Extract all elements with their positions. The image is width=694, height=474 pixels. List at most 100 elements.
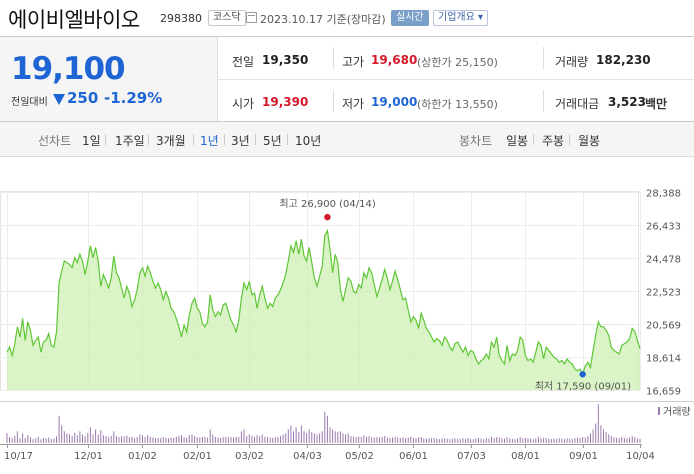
volume-bar [465, 438, 466, 443]
volume-bar [300, 425, 302, 443]
divider [287, 134, 288, 145]
volume-bar [53, 438, 55, 443]
candle-chart-label: 봉차트 [459, 134, 493, 148]
tab-5year[interactable]: 5년 [263, 134, 282, 148]
volume-bar [14, 436, 16, 443]
volume-bar [595, 423, 597, 443]
price-panel: 19,100 전일대비 250 -1.29% 전일 19,350 고가 19,6… [0, 36, 694, 122]
volume-bar [191, 434, 193, 443]
down-triangle-icon [53, 94, 65, 105]
divider [193, 134, 194, 145]
volume-bar [535, 438, 537, 443]
volume-bar [37, 436, 39, 443]
volume-bar [496, 437, 498, 443]
amount-unit: 백만 [645, 97, 668, 111]
volume-bar [285, 433, 287, 444]
volume-bar [214, 436, 216, 443]
volume-bar [584, 437, 586, 443]
upper-limit: (상한가 25,150) [417, 56, 498, 69]
volume-bar [433, 437, 435, 443]
volume-bar [363, 435, 365, 443]
low-marker [579, 371, 586, 378]
volume-bar [121, 436, 123, 443]
tab-1day[interactable]: 1일 [82, 134, 101, 148]
volume-bar [6, 433, 8, 444]
volume-bar [399, 437, 401, 443]
volume-bar [243, 429, 245, 443]
tab-3year[interactable]: 3년 [231, 134, 250, 148]
volume-bar [446, 438, 448, 443]
volume-bar [373, 437, 375, 443]
volume-bar [329, 427, 331, 443]
volume-bar [79, 431, 81, 443]
volume-bar [493, 438, 495, 443]
volume-bar [621, 437, 623, 443]
volume-bar [105, 436, 107, 443]
volume-bar [58, 415, 60, 443]
volume-bar [339, 431, 341, 443]
divider [569, 134, 570, 145]
volume-bar [603, 429, 604, 443]
volume-bar [389, 437, 391, 443]
company-info-button[interactable]: 기업개요 ▾ [433, 10, 488, 26]
volume-bar [345, 434, 347, 443]
tab-1year[interactable]: 1년 [200, 134, 219, 148]
volume-bar [144, 437, 146, 443]
volume-bar [188, 435, 190, 443]
divider [255, 134, 256, 145]
volume-bar [308, 429, 310, 443]
price-chart[interactable]: 28,388 26,433 24,478 22,523 20,569 18,614 16,6… [0, 157, 694, 474]
volume-bar [87, 432, 89, 443]
volume-bar [537, 436, 539, 443]
lower-limit: (하한가 13,550) [417, 98, 498, 111]
volume-bar [587, 436, 589, 443]
volume-bar [379, 437, 380, 443]
volume-bar [418, 437, 420, 443]
tab-10year[interactable]: 10년 [295, 134, 322, 148]
volume-bar [100, 430, 102, 443]
realtime-button[interactable]: 실시간 [391, 10, 429, 26]
volume-bar [254, 436, 255, 443]
volume-bar [113, 431, 115, 443]
volume-bar [259, 436, 261, 443]
x-tick-label: 01/02 [128, 451, 157, 462]
volume-bar [128, 437, 130, 443]
volume-bar [582, 437, 584, 443]
tab-monthly-candle[interactable]: 월봉 [578, 134, 601, 148]
tab-daily-candle[interactable]: 일봉 [506, 134, 529, 148]
tab-weekly-candle[interactable]: 주봉 [542, 134, 565, 148]
volume-bar [566, 438, 568, 443]
volume-bar [592, 429, 594, 443]
high-marker [324, 213, 331, 221]
divider [224, 134, 225, 145]
y-tick-label: 16,659 [646, 387, 681, 398]
volume-bar [282, 434, 284, 443]
volume-bar [353, 436, 354, 443]
volume-bar [115, 436, 117, 443]
volume-bar [517, 438, 519, 443]
tab-1week[interactable]: 1주일 [115, 134, 145, 148]
volume-bar [407, 437, 409, 443]
volume-bar [392, 437, 393, 443]
volume-bar [631, 436, 633, 443]
volume-bar [577, 437, 578, 443]
y-tick-label: 28,388 [646, 189, 681, 200]
volume-bar [368, 436, 370, 443]
volume-bar [504, 438, 505, 443]
tab-3month[interactable]: 3개월 [156, 134, 186, 148]
volume-bar [342, 433, 344, 444]
volume-bar [616, 437, 618, 443]
volume-bar [102, 435, 104, 443]
volume-legend: 거래량 [663, 406, 691, 418]
divider [333, 90, 334, 112]
volume-bar [97, 434, 99, 443]
volume-bar [35, 438, 37, 443]
volume-bar [272, 437, 274, 443]
divider [105, 134, 106, 145]
volume-legend-icon [658, 407, 660, 415]
market-badge: 코스닥 [208, 10, 246, 26]
x-tick-label: 04/03 [293, 451, 322, 462]
volume-bar [201, 436, 203, 443]
volume-bar [360, 437, 362, 443]
volume-bar [334, 431, 336, 443]
